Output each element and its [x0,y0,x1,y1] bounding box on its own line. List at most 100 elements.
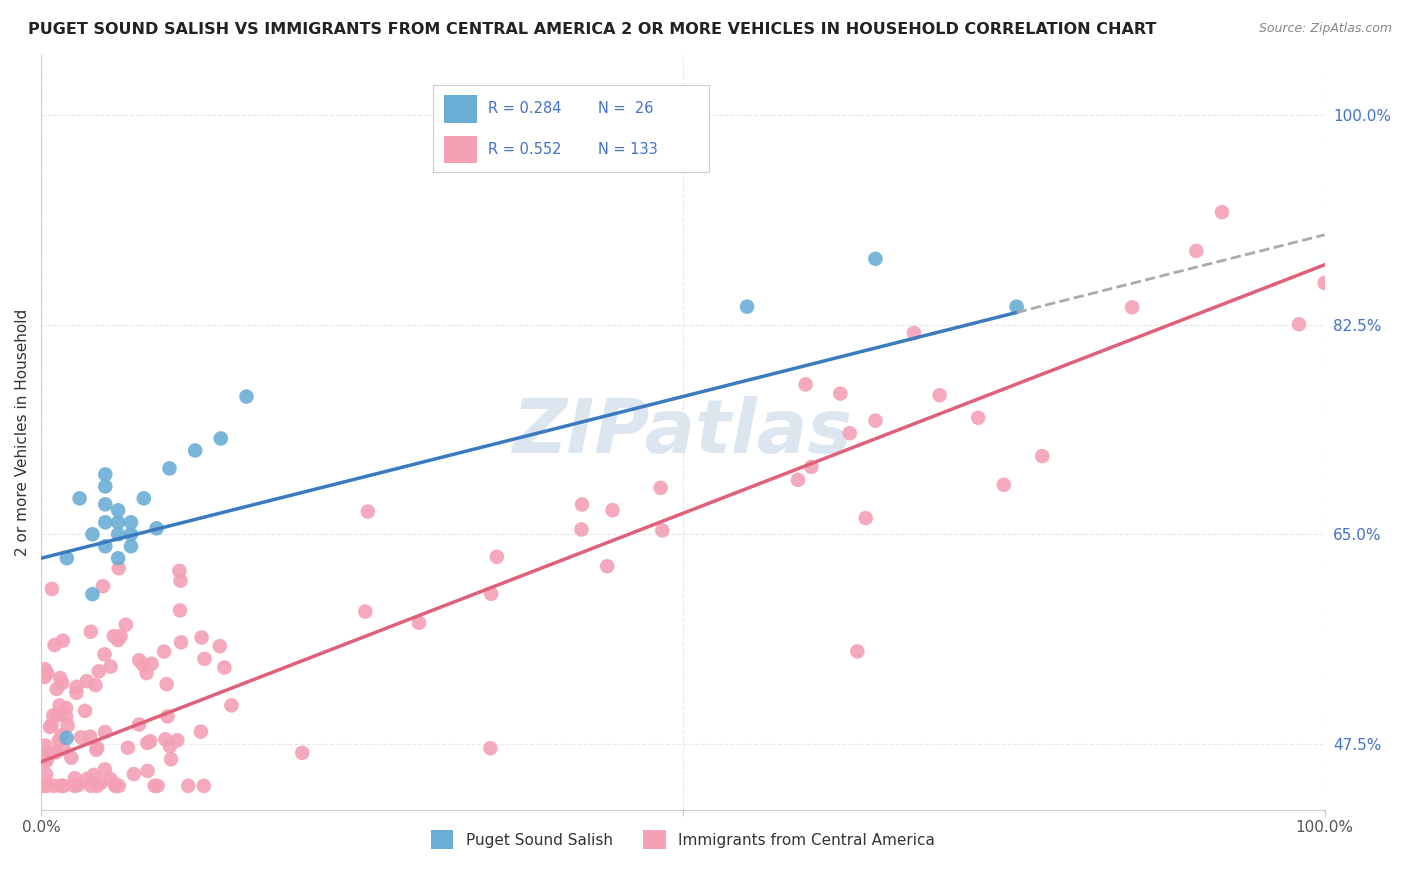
Point [44,638,66,652]
Point [31,779,53,793]
Point [855,511,877,525]
Point [35,748,58,763]
Point [34,662,56,676]
Point [69,491,91,506]
Point [735,300,758,314]
Point [94,539,117,553]
Point [1005,300,1028,314]
Point [354,605,377,619]
Point [41,582,63,596]
Point [114,617,136,632]
Point [49,779,72,793]
Point [169,564,191,578]
Point [120,539,142,553]
Point [84,678,107,692]
Point [408,615,430,630]
Point [82,527,104,541]
Point [136,764,159,778]
Point [122,767,145,781]
Point [291,746,314,760]
Point [35,767,58,781]
Point [31,779,53,793]
Point [794,377,817,392]
Point [31,779,53,793]
Text: ZIPatlas: ZIPatlas [513,396,853,469]
Point [190,631,212,645]
Point [865,252,887,266]
Point [156,677,179,691]
Point [94,497,117,511]
Point [209,432,232,446]
Point [107,503,129,517]
Point [63,779,86,793]
Point [104,777,127,791]
Point [76,772,98,786]
Point [35,778,58,792]
Point [107,561,129,575]
Point [38,720,60,734]
Point [1031,449,1053,463]
Point [48,698,70,713]
Point [132,657,155,672]
Point [993,478,1015,492]
Point [571,523,593,537]
Point [76,674,98,689]
Point [235,390,257,404]
Point [93,648,115,662]
Point [91,579,114,593]
Point [830,386,852,401]
Point [1211,205,1233,219]
Point [94,725,117,739]
Point [208,639,231,653]
Point [145,521,167,535]
Point [117,740,139,755]
Point [51,676,73,690]
Point [100,659,122,673]
Text: Source: ZipAtlas.com: Source: ZipAtlas.com [1258,22,1392,36]
Point [55,731,77,745]
Point [52,779,75,793]
Point [45,681,67,696]
Point [42,779,65,793]
Point [139,734,162,748]
Point [60,750,83,764]
Point [846,644,869,658]
Point [602,503,624,517]
Point [83,768,105,782]
Point [650,481,672,495]
Point [41,746,63,760]
Point [48,733,70,747]
Point [70,731,93,745]
Point [128,717,150,731]
Point [49,671,72,685]
Point [221,698,243,713]
Point [52,779,75,793]
Point [357,504,380,518]
Point [143,779,166,793]
Point [651,524,673,538]
Point [170,635,193,649]
Point [166,733,188,747]
Point [56,718,79,732]
Point [141,657,163,671]
Point [169,574,191,588]
Point [865,414,887,428]
Point [155,732,177,747]
Point [1313,276,1336,290]
Point [485,549,508,564]
Point [169,603,191,617]
Point [86,741,108,756]
Point [63,771,86,785]
Point [55,710,77,724]
Point [1185,244,1208,258]
Point [66,680,89,694]
Point [94,762,117,776]
Point [135,666,157,681]
Point [903,326,925,340]
Point [159,461,181,475]
Point [107,516,129,530]
Point [42,708,65,723]
Point [136,736,159,750]
Text: PUGET SOUND SALISH VS IMMIGRANTS FROM CENTRAL AMERICA 2 OR MORE VEHICLES IN HOUS: PUGET SOUND SALISH VS IMMIGRANTS FROM CE… [28,22,1157,37]
Point [35,753,58,767]
